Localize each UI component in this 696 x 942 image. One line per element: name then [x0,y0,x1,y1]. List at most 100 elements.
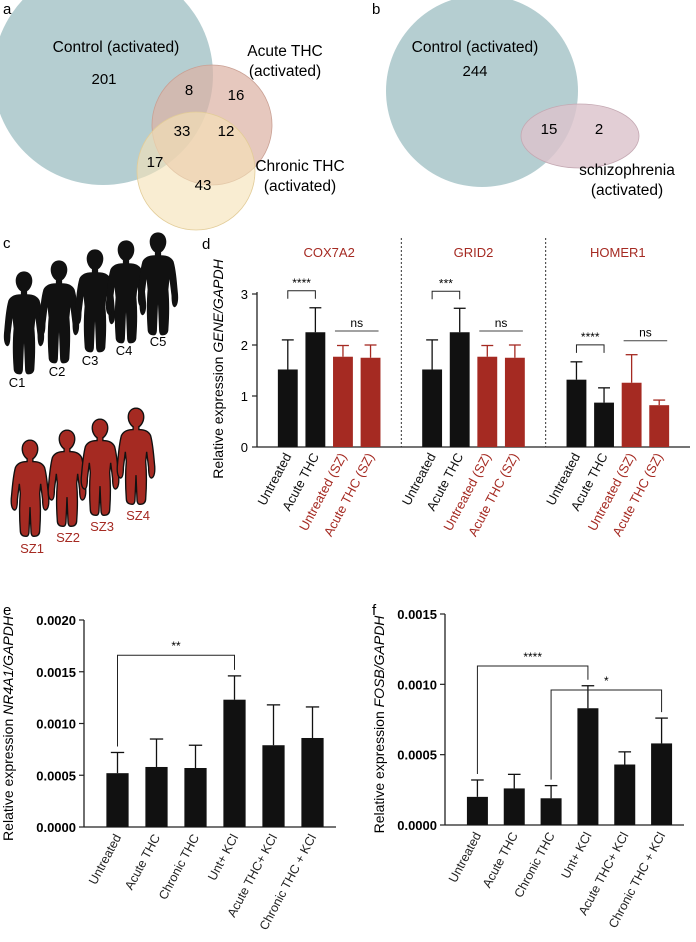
x-tick-label: Chronic THC [156,832,202,902]
y-tick-label: 0.0020 [36,613,76,628]
sz-figure-3 [80,418,120,516]
panel-a: a Control (activated) Acute THC (activat… [0,0,345,231]
significance-bracket [287,290,316,299]
bar-cox7a2-3 [360,357,381,447]
sz-figure-4 [116,407,156,505]
significance-label: ns [350,316,363,330]
panel-letter-d: d [202,236,210,253]
bar-4 [614,764,636,825]
y-tick-label: 0.0000 [397,818,437,833]
bar-grid2-3 [504,357,525,447]
venn-chronic-circle [136,111,256,231]
significance-bracket [117,654,235,747]
chart-f: Relative expression FOSB/GAPDH 0.0000 0.00… [371,607,684,930]
venn-b-sz-label-line1: schizophrenia [579,162,675,179]
venn-count-control-only: 201 [91,71,116,88]
venn-control-label: Control (activated) [53,39,180,56]
significance-label: **** [523,650,542,664]
bar-0 [106,773,129,827]
bar-0 [466,796,488,825]
venn-chronic-label-line1: Chronic THC [255,158,344,175]
venn-b-count-sz-only: 2 [595,121,603,138]
panel-b: b Control (activated) 244 15 2 schizophr… [372,0,675,199]
control-figure-1 [3,271,45,375]
panel-letter-b: b [372,1,380,18]
venn-count-all-three: 33 [174,123,191,140]
bar-grid2-1 [449,332,470,447]
significance-label: * [604,674,609,688]
x-tick-label: Acute THC [122,832,163,892]
significance-label: ns [639,326,652,340]
y-tick-label: 2 [241,338,248,353]
significance-label: **** [581,330,600,344]
venn-count-acute-chronic: 12 [218,123,235,140]
bar-homer1-0 [566,379,587,447]
y-tick-label: 0.0005 [36,768,76,783]
significance-bracket [550,689,663,780]
sz-label-4: SZ4 [126,508,150,523]
panel-c: c C1 C2 C3 C4 C5 SZ1 SZ2 SZ3 SZ4 [3,232,179,556]
sz-label-2: SZ2 [56,530,80,545]
y-tick-label: 3 [241,287,248,302]
x-tick-label: Untreated [86,832,124,887]
y-tick-label: 0.0005 [397,748,437,763]
bar-homer1-2 [621,382,642,447]
sz-label-1: SZ1 [20,541,44,556]
bar-5 [301,737,324,827]
y-tick-label: 0.0015 [397,607,437,622]
panel-letter-a: a [3,1,12,18]
bar-3 [577,708,599,825]
bar-homer1-1 [594,402,614,447]
venn-count-control-acute: 8 [185,82,193,99]
bar-cox7a2-1 [305,332,326,447]
venn-acute-label-line2: (activated) [249,63,321,80]
venn-chronic-label-line2: (activated) [264,178,336,195]
y-tick-label: 0 [241,440,248,455]
chart-d: Relative expression GENE/GAPDH 0 1 2 3 COX7A2… [210,238,690,539]
x-tick-label: Unt+ KCl [205,832,241,883]
bar-5 [651,743,673,825]
sz-label-3: SZ3 [90,519,114,534]
control-label-4: C4 [116,343,133,358]
control-label-2: C2 [49,364,66,379]
control-label-1: C1 [9,375,26,390]
y-tick-label: 0.0015 [36,665,76,680]
bar-2 [184,768,207,827]
bar-1 [145,766,168,827]
bar-2 [540,798,562,825]
venn-count-control-chronic: 17 [147,154,164,171]
panel-letter-e: e [3,602,11,619]
bar-cox7a2-0 [277,369,298,447]
bar-3 [223,699,246,827]
control-figure-5 [137,232,179,336]
bar-1 [503,788,525,825]
panel-e: e Relative expression NR4A1/GAPDH 0.0000 0… [0,602,336,932]
x-tick-label: Untreated [446,830,484,885]
significance-bracket [575,344,605,353]
y-axis-label: Relative expression FOSB/GAPDH [371,615,387,834]
venn-count-acute-only: 16 [228,87,245,104]
y-axis-label: Relative expression GENE/GAPDH [210,258,226,478]
venn-b-sz-ellipse [520,103,640,169]
bar-grid2-2 [477,356,498,447]
x-tick-label: Acute THC [480,830,521,890]
bar-grid2-0 [422,369,443,447]
panel-letter-c: c [3,235,11,252]
control-label-5: C5 [150,334,167,349]
y-axis-label: Relative expression NR4A1/GAPDH [0,615,16,841]
panel-f: f Relative expression FOSB/GAPDH 0.0000 0.… [371,602,684,930]
y-tick-label: 0.0010 [397,677,437,692]
bar-cox7a2-2 [333,356,353,447]
significance-label: *** [439,276,453,290]
sz-figure-1 [10,439,50,537]
significance-label: **** [292,276,311,290]
bar-4 [262,745,285,827]
gene-title: HOMER1 [590,245,646,260]
control-label-3: C3 [82,353,99,368]
venn-b-count-overlap: 15 [541,121,558,138]
panel-letter-f: f [372,602,377,619]
panel-d: d Relative expression GENE/GAPDH 0 1 2 3 COX7… [202,236,690,539]
y-tick-label: 0.0010 [36,717,76,732]
venn-b-count-control-only: 244 [462,63,487,80]
